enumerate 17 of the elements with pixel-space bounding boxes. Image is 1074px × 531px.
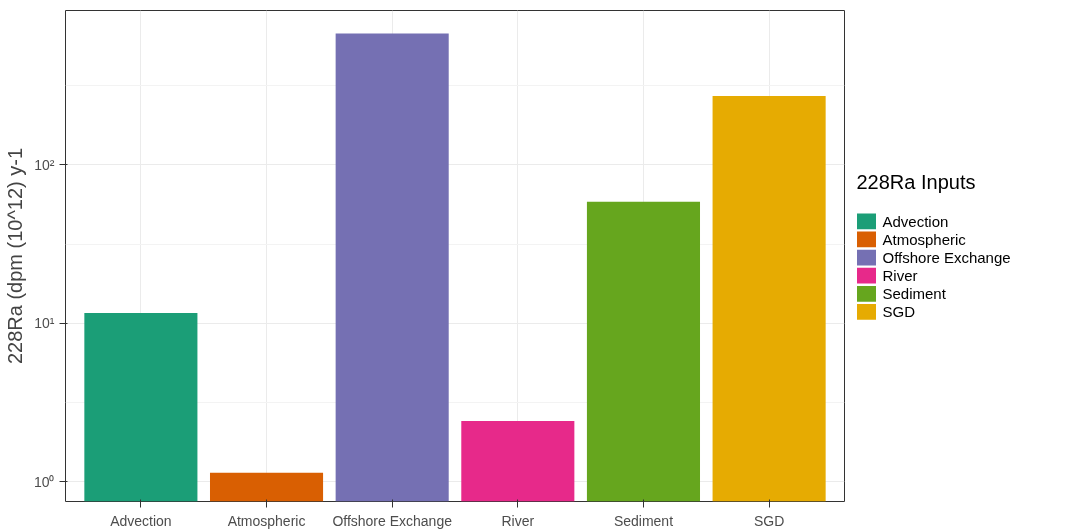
- x-tick-label: Sediment: [613, 512, 674, 529]
- legend-label: Offshore Exchange: [882, 249, 1011, 267]
- y-axis-title: 228Ra (dpm (10^12) y-1: [3, 147, 26, 365]
- x-tick-label: Advection: [110, 512, 172, 529]
- legend-label: SGD: [882, 303, 916, 321]
- legend-label: Atmospheric: [882, 230, 967, 248]
- legend-label: River: [882, 267, 918, 285]
- x-tick-label: Offshore Exchange: [332, 512, 453, 529]
- legend-label: Advection: [882, 212, 949, 230]
- x-tick-label: SGD: [753, 512, 785, 529]
- legend-title: 228Ra Inputs: [856, 170, 976, 193]
- y-tick-label: 10²: [34, 156, 55, 173]
- x-tick-label: River: [501, 512, 535, 529]
- y-tick-label: 10⁰: [33, 473, 55, 490]
- y-tick-label: 10¹: [34, 315, 55, 332]
- legend-label: Sediment: [882, 285, 947, 303]
- x-tick-label: Atmospheric: [227, 512, 306, 529]
